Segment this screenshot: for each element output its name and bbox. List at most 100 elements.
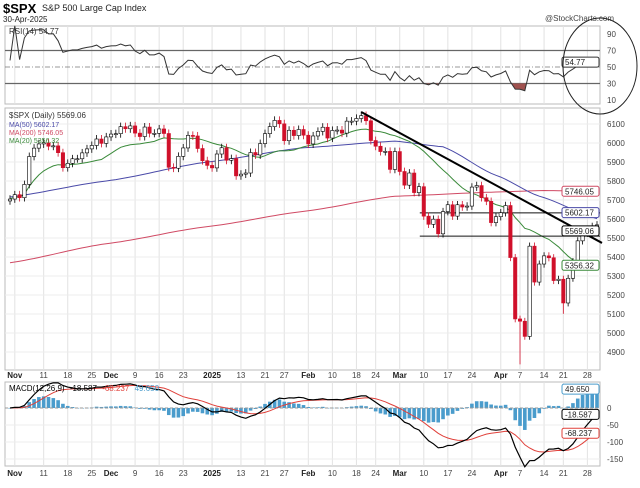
macd-value-box: -18.587 [561,408,600,420]
candle [36,139,41,153]
x-tick-label: 24 [467,469,476,478]
macd-histogram-bar [580,394,585,408]
candle-body [128,125,133,130]
macd-histogram-bar [263,403,267,408]
ma20-legend: MA(20) 5356.32 [9,138,59,145]
candle [421,182,426,220]
candle [373,136,378,151]
candle-body [493,216,498,223]
rsi-value-box-frame [561,56,600,68]
candle [41,138,46,148]
macd-histogram-bar [373,408,378,412]
macd-histogram-bar [147,408,152,410]
macd-value-box-frame [561,408,600,420]
candle [479,181,484,202]
candle-body [344,120,349,134]
candle-body [248,152,253,174]
price-tick-label: 5400 [607,253,625,262]
candle-body [17,194,22,199]
candle-body [46,142,51,147]
candle [219,143,224,158]
candle [315,127,320,140]
x-tick-label: 18 [63,469,72,478]
macd-histogram-bar [426,408,431,423]
candle [263,129,268,148]
macd-histogram-bar [200,408,205,414]
candle [296,125,301,140]
macd-histogram-bar [455,408,460,411]
macd-legend-macd: -18.587 [70,384,98,393]
rsi-value-box: 54.77 [561,56,600,68]
candle-body [354,118,359,122]
ma50-value-box-text: 5602.17 [565,209,594,218]
candle-body [460,204,465,208]
macd-histogram-bar [99,406,104,408]
x-tick-label: 23 [179,371,188,380]
candle-body [311,135,316,145]
candle-body [431,218,436,225]
macd-histogram-bar [378,408,383,414]
x-tick-label: 25 [87,371,96,380]
candle [426,212,431,229]
candle [253,148,258,159]
candle [51,141,56,151]
ma200-value-box-text: 5746.05 [565,187,594,196]
candle-body [508,205,513,258]
ma50-value-box: 5602.17 [561,207,600,219]
candle-body [498,212,503,218]
candle [133,121,138,138]
macd-histogram-bar [436,408,441,423]
macd-histogram-bar [65,405,70,408]
x-tick-label: 10 [328,371,337,380]
x-tick-label: 18 [63,371,72,380]
candle [267,122,272,138]
x-tick-label: 21 [559,469,568,478]
candle [349,117,354,126]
candle-body [450,204,455,217]
rsi-tick-label: 50 [607,63,616,72]
candle [84,144,89,157]
macd-histogram-bar [446,408,450,416]
candle-body [397,151,402,172]
macd-legend-name: MACD(12,26,9) [9,384,65,393]
candle [546,252,551,262]
price-tick-label: 4900 [607,348,625,357]
candle-body [445,204,450,212]
candle-body [123,126,128,130]
x-tick-label: 10 [328,469,337,478]
candle-body [186,135,191,149]
macd-histogram-bar [383,408,388,415]
macd-layer [5,382,600,468]
candle [113,129,118,139]
ma20-value-box-text: 5356.32 [565,261,594,270]
candle-body [556,278,561,281]
candle [65,159,70,172]
macd-histogram-bar [359,405,364,408]
x-tick-label: 13 [236,371,245,380]
macd-legend-histogram: 49.650 [135,384,160,393]
candle [527,242,532,340]
x-tick-label: 9 [133,371,138,380]
candle-body [436,218,441,235]
candle-body [412,172,417,193]
candle [561,275,566,314]
macd-histogram-bar [542,408,546,409]
candle-body [190,135,195,137]
macd-histogram-bar [474,401,479,408]
histogram-value-box: 49.650 [561,383,600,395]
macd-histogram-bar [575,398,580,408]
candle-body [383,151,388,153]
candle-body [113,133,118,135]
macd-histogram-bar [489,404,493,408]
candle-body [137,132,142,137]
candle [306,131,311,148]
candle [229,154,234,165]
candle-body [224,147,229,161]
x-tick-label: Apr [494,371,508,380]
candle-body [80,152,85,160]
candle [474,181,479,191]
macd-histogram-bar [239,408,243,414]
candle [282,119,287,145]
candle [330,126,335,143]
candle [465,202,470,211]
